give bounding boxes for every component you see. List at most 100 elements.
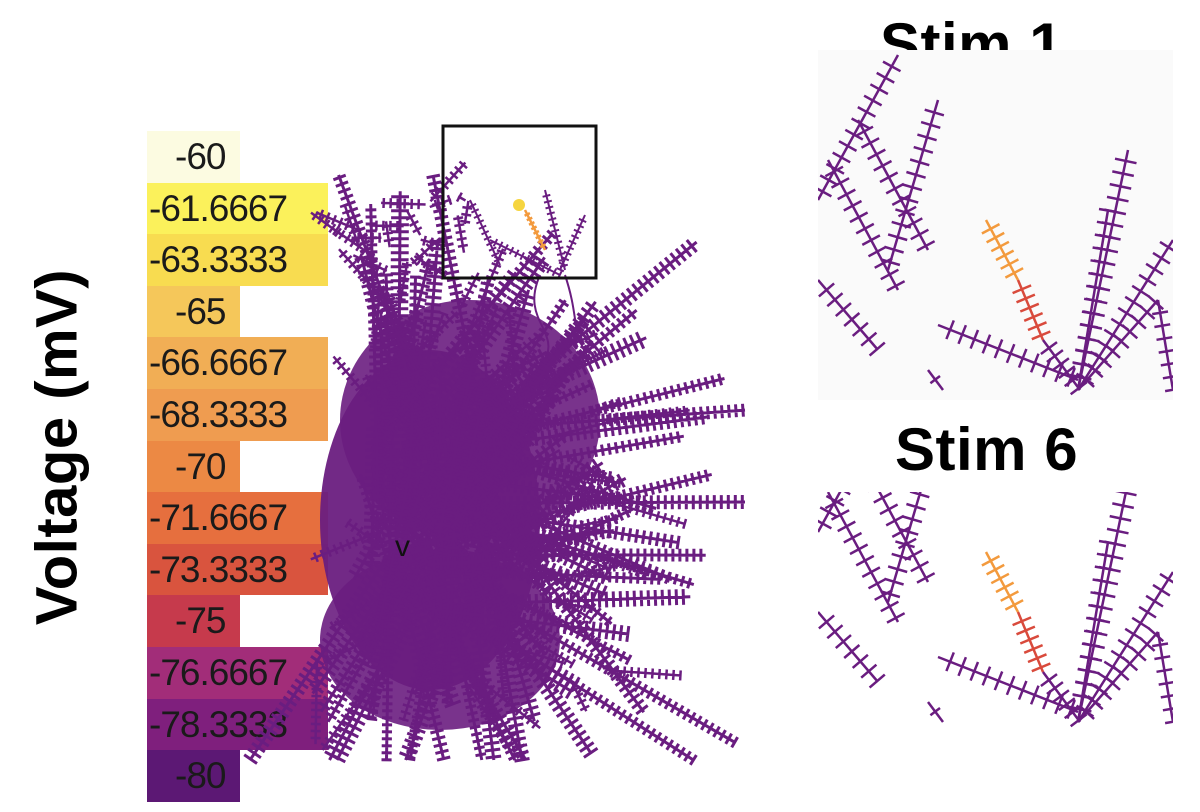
dendrite-branch	[818, 611, 886, 689]
dendrite-branch	[323, 632, 380, 665]
dendrite-branch	[526, 620, 553, 645]
dendrite-branch	[456, 389, 475, 430]
stim-6-inset	[818, 492, 1173, 732]
dendrite-branch	[369, 208, 374, 214]
dendrite-branch	[610, 499, 688, 530]
dendrite-branch	[517, 506, 548, 537]
colorbar-tick: -71.6667	[147, 492, 328, 544]
dendrite-branch	[880, 99, 945, 271]
dendrite-branch	[568, 329, 598, 348]
dendrite-branch	[818, 54, 902, 201]
dendrite-branch	[410, 615, 453, 696]
dendritic-tree	[243, 160, 746, 766]
dendrite-branch	[854, 119, 936, 252]
dendrite-branch	[1151, 631, 1173, 725]
dendrite-branch	[344, 518, 384, 549]
dendrite-branch	[981, 219, 1024, 281]
dendrite-branch	[426, 310, 449, 354]
dendrite-branch	[818, 279, 886, 357]
stim-1-dendrites	[818, 54, 1173, 396]
dendrite-branch	[586, 396, 623, 416]
dendrite-branch	[374, 538, 401, 623]
dendrite-branch	[310, 661, 322, 745]
dendrite-branch	[600, 405, 690, 425]
dendrite-branch	[405, 210, 423, 236]
dendrite-branch	[381, 221, 394, 248]
dendrite-branch	[366, 251, 378, 268]
dendrite-branch	[489, 238, 563, 279]
dendrite-branch	[868, 492, 936, 584]
dendrite-branch	[466, 344, 525, 406]
colorbar-tick: -75	[147, 595, 240, 647]
dendrite-branch	[409, 237, 441, 267]
dendrite-branch	[468, 199, 502, 266]
dendrite-branch	[477, 489, 649, 716]
dendrite-branch	[549, 412, 627, 441]
dendrite-branch	[818, 492, 851, 533]
dendrite-branch	[927, 701, 944, 723]
colorbar-tick: -65	[147, 285, 240, 338]
dendrite-branch	[475, 664, 487, 698]
dendrite-branch	[523, 209, 547, 251]
dendrite-branch	[518, 384, 541, 436]
dendrite-branch	[498, 448, 561, 487]
dendrite-branch	[460, 200, 473, 225]
colorbar-tick: -70	[147, 440, 240, 493]
dendrite-branch	[502, 480, 537, 494]
dendrite-branch	[981, 551, 1024, 613]
colorbar-tick: -60	[147, 131, 240, 183]
dendrite-branch	[411, 636, 431, 674]
dendrite-branch	[542, 189, 569, 271]
dendrite-branch	[1012, 611, 1051, 673]
colorbar-tick: -61.6667	[147, 182, 328, 235]
dendrite-branch	[937, 651, 1079, 720]
colorbar-tick: -80	[147, 750, 240, 802]
dendrite-branch	[927, 369, 944, 391]
dendrite-branch	[824, 159, 906, 292]
colorbar-tick: -78.3333	[147, 698, 328, 751]
dendrite-branch	[1040, 671, 1088, 728]
dendrite-branch	[331, 225, 372, 256]
dendrite-branch	[880, 492, 930, 603]
dendrite-branch	[320, 676, 375, 751]
dendrite-branch	[381, 197, 426, 210]
colorbar-tick: -68.3333	[147, 388, 328, 441]
dendrite-branch	[464, 681, 514, 750]
soma-marker: v	[395, 530, 410, 563]
dendrite-branch	[420, 235, 446, 250]
stim-6-dendrites	[818, 492, 1173, 728]
dendrite-branch	[426, 548, 578, 571]
dendrite-branch	[561, 599, 596, 625]
inset-box	[441, 124, 598, 280]
dendrite-branch	[570, 682, 590, 712]
dendrite-branch	[369, 220, 404, 232]
dendrite-branch	[453, 215, 469, 253]
dendrite-branch	[1071, 539, 1118, 723]
dendrite-branch	[493, 625, 509, 701]
dendrite-branch	[373, 292, 419, 372]
dendrite-branch	[1040, 339, 1088, 396]
dendrite-branch	[1071, 207, 1118, 391]
dendrite-branch	[413, 255, 448, 280]
dendrite-branch	[315, 209, 361, 233]
dendrite-branch	[937, 319, 1079, 388]
dendrite-branch	[565, 493, 605, 513]
dendrite-branch	[610, 666, 682, 681]
dendrite-branch	[533, 274, 591, 361]
stim-6-title: Stim 6	[895, 416, 1079, 483]
dendrite-branch	[572, 561, 620, 580]
dendrite-branch	[477, 631, 510, 647]
dendrite-branch	[824, 492, 906, 624]
dendrite-branch	[556, 214, 587, 273]
voltage-colorbar: -60 -61.6667 -63.3333 -65 -66.6667 -68.3333 -7…	[147, 131, 328, 802]
colorbar-tick: -66.6667	[147, 337, 328, 389]
dendrite-branch	[1012, 279, 1051, 341]
colorbar-tick: -73.3333	[147, 543, 328, 596]
dendrite-branch	[541, 485, 587, 507]
stim-site	[513, 199, 525, 211]
dendrite-branch	[429, 160, 468, 203]
dendrite-branch	[401, 526, 425, 555]
dendrite-branch	[501, 558, 552, 597]
dendrite-branch	[367, 684, 381, 722]
dendrite-branch	[399, 350, 481, 539]
